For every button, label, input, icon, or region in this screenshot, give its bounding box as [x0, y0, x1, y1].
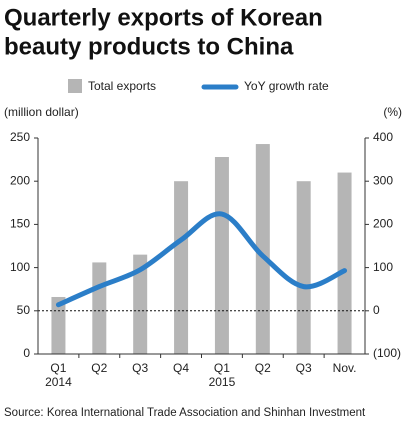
chart-title: beauty products to China — [4, 33, 294, 60]
y-tick-label: 100 — [10, 260, 30, 274]
x-tick-sublabel: 2015 — [209, 375, 236, 389]
line — [55, 211, 348, 308]
bar — [174, 181, 189, 354]
legend-swatch — [68, 79, 82, 93]
x-tick-label: Q2 — [91, 361, 107, 375]
x-tick-label: Q3 — [296, 361, 312, 375]
x-tick-label: Q3 — [132, 361, 148, 375]
y2-axis-label: (%) — [383, 105, 402, 119]
bar — [296, 181, 311, 354]
y-tick-label: 0 — [23, 346, 30, 360]
x-tick-label: Q1 — [214, 361, 230, 375]
y-axis-label: (million dollar) — [4, 105, 79, 119]
x-tick-sublabel: 2014 — [45, 375, 72, 389]
y2-tick-label: 100 — [373, 260, 393, 274]
y-tick-label: 200 — [10, 173, 30, 187]
bar — [133, 254, 148, 354]
bar — [214, 157, 229, 354]
y2-tick-label: (100) — [373, 346, 401, 360]
y2-tick-label: 300 — [373, 173, 393, 187]
y2-tick-label: 0 — [373, 303, 380, 317]
x-tick-label: Q4 — [173, 361, 189, 375]
x-tick-label: Q1 — [50, 361, 66, 375]
x-tick-label: Q2 — [255, 361, 271, 375]
bar — [255, 144, 270, 354]
x-tick-label: Nov. — [333, 361, 357, 375]
y-tick-label: 250 — [10, 130, 30, 144]
bar — [92, 262, 107, 354]
chart-title: Quarterly exports of Korean — [4, 4, 323, 31]
legend-label: Total exports — [88, 79, 156, 93]
y-tick-label: 50 — [17, 303, 31, 317]
source: Source: Korea International Trade Associ… — [4, 407, 366, 419]
y2-tick-label: 400 — [373, 130, 393, 144]
y-tick-label: 150 — [10, 217, 30, 231]
bar — [337, 172, 352, 354]
legend-label: YoY growth rate — [244, 79, 329, 93]
y2-tick-label: 200 — [373, 217, 393, 231]
